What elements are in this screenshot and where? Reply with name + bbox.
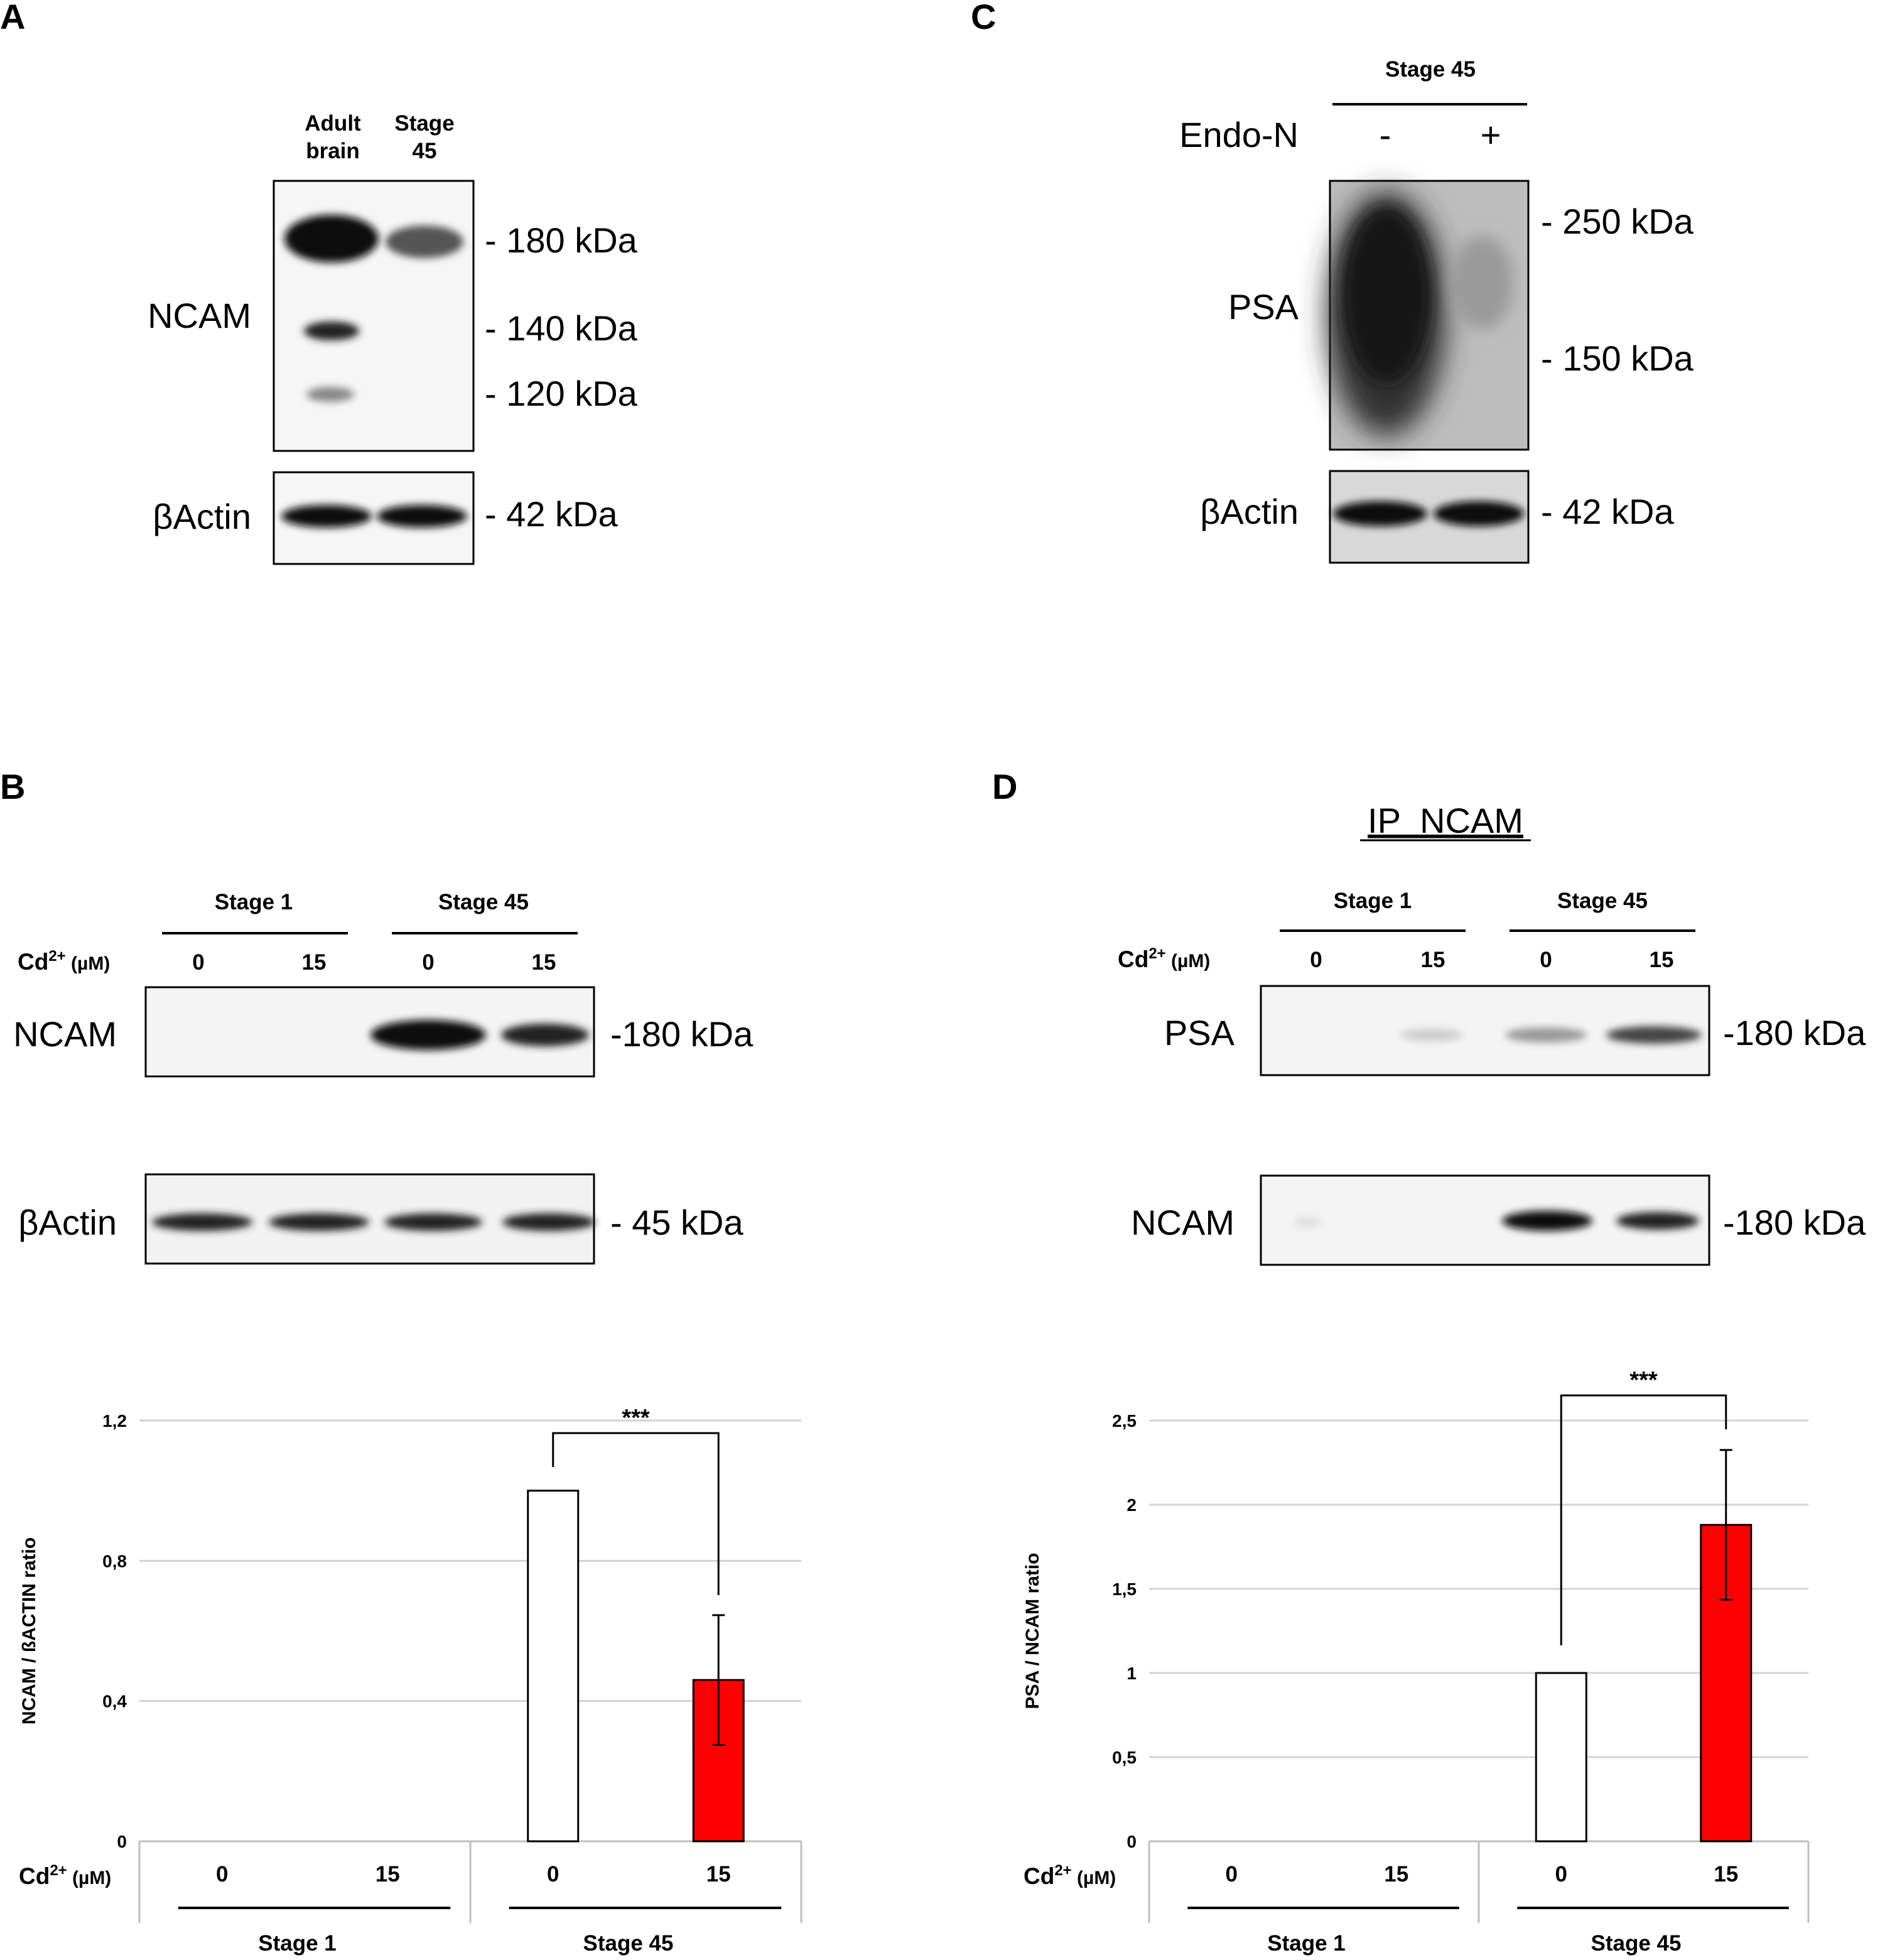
row-label-actin: βActin (153, 497, 251, 536)
marker-42-c: - 42 kDa (1541, 492, 1674, 531)
y-tick-label: 0 (117, 1832, 127, 1851)
marker-180-b: -180 kDa (610, 1014, 754, 1054)
group-label-stage1: Stage 1 (215, 890, 293, 914)
lane-label-stage45-line2: 45 (413, 139, 437, 163)
chart-d: 0 0,5 1 1,5 2 2,5 PSA / NCAM ratio 0 15 0 15 *** Cd2… (1022, 1367, 1810, 1956)
x-prefix-label: Cd2+ (µM) (1024, 1862, 1116, 1889)
y-tick-label: 2 (1126, 1495, 1137, 1515)
lane-label-stage45-line1: Stage (394, 111, 454, 136)
category-label: 15 (375, 1862, 400, 1887)
dose-2-d: 0 (1540, 948, 1552, 972)
blot-b-actin (144, 1173, 595, 1265)
blot-d-psa (1260, 985, 1710, 1076)
y-tick-label: 0 (1126, 1832, 1137, 1851)
y-tick-label: 0,8 (102, 1551, 127, 1571)
marker-180-psa-d: -180 kDa (1723, 1013, 1866, 1053)
row-label-psa: PSA (1228, 287, 1299, 327)
y-tick-label: 1 (1126, 1664, 1137, 1683)
panel-b-letter: B (0, 767, 25, 806)
row-label-actin-b: βActin (18, 1203, 117, 1242)
row-label-ncam: NCAM (148, 296, 251, 335)
marker-120: - 120 kDa (485, 374, 638, 413)
category-label: 15 (706, 1862, 731, 1887)
lane-label-adult-brain-line2: brain (306, 139, 360, 163)
cd-label-d: Cd2+ (µM) (1118, 945, 1210, 972)
marker-250: - 250 kDa (1541, 202, 1694, 241)
panel-a-letter: A (0, 0, 25, 36)
dose-0: 0 (192, 950, 204, 975)
marker-42: - 42 kDa (485, 494, 618, 534)
significance-bracket (1560, 1394, 1727, 1645)
y-axis-label: NCAM / ßACTIN ratio (19, 1537, 40, 1724)
marker-45-b: - 45 kDa (610, 1203, 743, 1242)
dose-1-d: 15 (1421, 948, 1445, 972)
marker-140: - 140 kDa (485, 308, 638, 348)
panel-c: C Stage 45 Endo-N - + PSA - 250 kDa - 15… (971, 0, 1694, 564)
treatment-label: Endo-N (1179, 115, 1299, 154)
group-label: Stage 1 (1267, 1931, 1346, 1956)
blot-b-ncam (144, 986, 595, 1078)
y-tick-label: 1,2 (102, 1411, 127, 1431)
dose-2: 0 (422, 950, 434, 975)
panel-b: B Stage 1 Stage 45 Cd2+ (µM) 0 15 0 15 N… (0, 767, 802, 1956)
category-label: 15 (1714, 1862, 1738, 1887)
category-label: 15 (1384, 1862, 1408, 1887)
bar (527, 1490, 580, 1843)
y-tick-label: 1,5 (1112, 1579, 1137, 1599)
blot-c-actin (1329, 470, 1530, 564)
dose-0-d: 0 (1310, 948, 1322, 972)
category-label: 0 (1555, 1862, 1567, 1887)
significance-label: *** (1629, 1367, 1658, 1394)
panel-c-letter: C (971, 0, 996, 36)
row-label-psa-d: PSA (1164, 1013, 1235, 1053)
y-tick-label: 2,5 (1112, 1411, 1137, 1431)
dose-1: 15 (302, 950, 327, 975)
group-label-stage45: Stage 45 (438, 890, 529, 914)
dose-3: 15 (532, 950, 556, 975)
marker-150: - 150 kDa (1541, 338, 1694, 378)
chart-b: 0 0,4 0,8 1,2 NCAM / ßACTIN ratio 0 15 0 15 *** Cd… (19, 1405, 802, 1956)
panel-a: A Adult brain Stage 45 NCAM - 180 kDa - … (0, 0, 638, 565)
x-prefix-label: Cd2+ (µM) (19, 1862, 111, 1889)
blot-a-actin (273, 471, 475, 565)
ip-title: IP NCAM (1368, 801, 1523, 840)
panel-d-letter: D (992, 767, 1017, 806)
y-tick-label: 0,5 (1112, 1748, 1137, 1767)
y-tick-label: 0,4 (102, 1692, 127, 1711)
marker-180-ncam-d: -180 kDa (1723, 1203, 1866, 1242)
cd-label: Cd2+ (µM) (18, 948, 110, 975)
category-label: 0 (216, 1862, 228, 1887)
group-label: Stage 45 (583, 1931, 674, 1956)
group-label: Stage 1 (258, 1931, 337, 1956)
row-label-actin-c: βActin (1200, 492, 1299, 531)
significance-label: *** (622, 1405, 650, 1431)
row-label-ncam-d: NCAM (1131, 1203, 1234, 1242)
group-label-stage45: Stage 45 (1385, 57, 1476, 82)
y-axis-label: PSA / NCAM ratio (1022, 1553, 1043, 1709)
sign-plus: + (1481, 115, 1501, 154)
bar (1535, 1672, 1587, 1843)
group-label-stage1-d: Stage 1 (1334, 889, 1412, 913)
category-label: 0 (1226, 1862, 1238, 1887)
group-label: Stage 45 (1591, 1931, 1682, 1956)
row-label-ncam-b: NCAM (13, 1014, 117, 1054)
group-label-stage45-d: Stage 45 (1557, 889, 1648, 913)
lane-label-adult-brain-line1: Adult (305, 111, 361, 136)
significance-bracket (552, 1432, 720, 1595)
blot-c-psa (1327, 180, 1530, 451)
category-label: 0 (547, 1862, 559, 1887)
dose-3-d: 15 (1650, 948, 1674, 972)
panel-d: D IP NCAM Stage 1 Stage 45 Cd2+ (µM) 0 1… (992, 767, 1866, 1956)
sign-minus: - (1380, 115, 1391, 154)
blot-d-ncam (1260, 1174, 1710, 1266)
blot-a-ncam (273, 180, 475, 452)
marker-180: - 180 kDa (485, 220, 638, 260)
